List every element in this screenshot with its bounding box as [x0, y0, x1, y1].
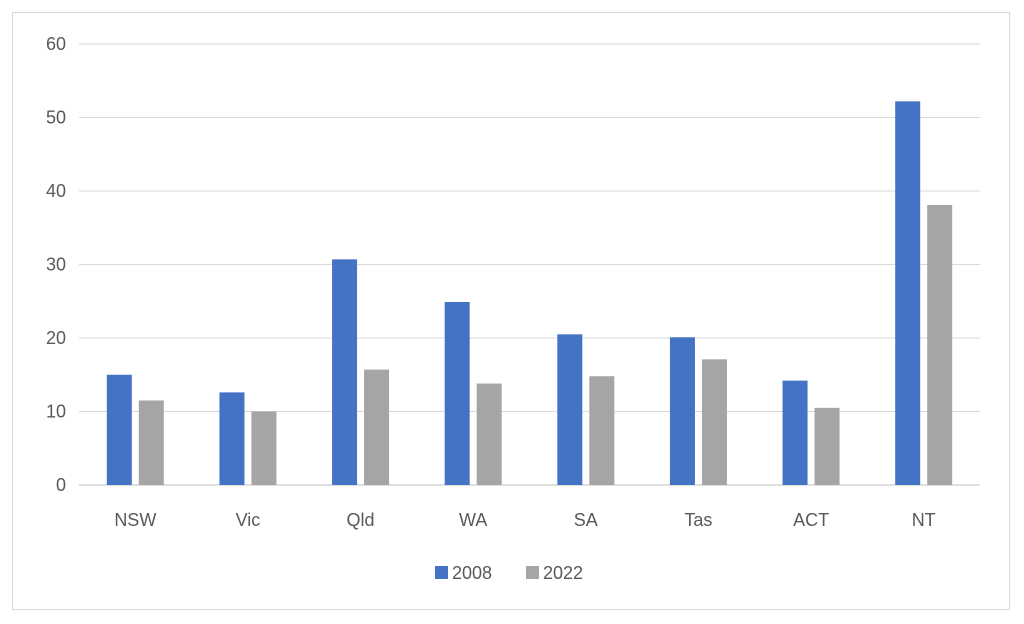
bar-2008-nsw — [106, 374, 132, 485]
bar-2008-sa — [557, 334, 583, 485]
bar-2022-vic — [251, 411, 277, 485]
bar-2022-nt — [927, 204, 953, 485]
x-tick-label: NSW — [114, 510, 156, 530]
bar-2022-sa — [589, 376, 615, 485]
x-axis-ticks: NSW Vic Qld WA SA Tas ACT NT — [114, 510, 935, 530]
bar-2008-wa — [444, 301, 470, 485]
bar-2008-vic — [219, 392, 245, 485]
y-tick-label: 10 — [46, 402, 66, 422]
bar-2008-tas — [669, 337, 695, 485]
bar-2008-nt — [895, 101, 921, 485]
legend-label: 2022 — [543, 563, 583, 583]
legend-swatch — [435, 566, 448, 579]
legend-label: 2008 — [452, 563, 492, 583]
x-tick-label: Tas — [684, 510, 712, 530]
bar-2022-nsw — [138, 400, 164, 485]
bar-2022-act — [814, 407, 840, 485]
legend-swatch — [526, 566, 539, 579]
x-tick-label: ACT — [793, 510, 829, 530]
bar-2022-tas — [701, 359, 727, 485]
bars — [106, 101, 953, 485]
y-axis-ticks: 0 10 20 30 40 50 60 — [46, 34, 66, 495]
y-tick-label: 20 — [46, 328, 66, 348]
x-tick-label: SA — [574, 510, 598, 530]
x-tick-label: Vic — [236, 510, 261, 530]
x-tick-label: NT — [912, 510, 936, 530]
gridlines — [79, 43, 980, 486]
y-tick-label: 60 — [46, 34, 66, 54]
bar-2022-qld — [364, 369, 390, 485]
y-tick-label: 40 — [46, 181, 66, 201]
bar-2022-wa — [476, 383, 502, 485]
x-tick-label: Qld — [347, 510, 375, 530]
y-tick-label: 30 — [46, 255, 66, 275]
bar-2008-qld — [332, 259, 358, 485]
y-tick-label: 0 — [56, 475, 66, 495]
y-tick-label: 50 — [46, 108, 66, 128]
legend: 2008 2022 — [435, 563, 583, 583]
chart-frame — [12, 12, 1010, 610]
x-tick-label: WA — [459, 510, 487, 530]
bar-2008-act — [782, 380, 808, 485]
